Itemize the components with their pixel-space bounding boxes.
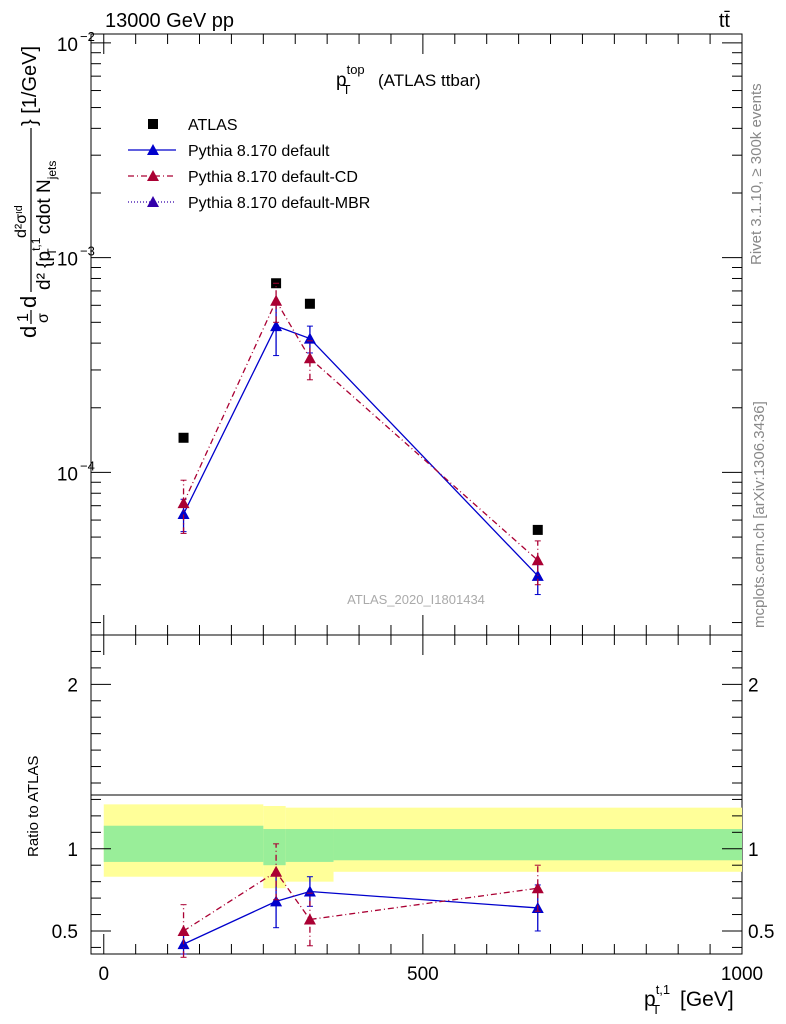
plot-title-suffix: (ATLAS ttbar) [378, 71, 481, 90]
legend-atlas-marker [148, 119, 158, 129]
main-y-tick-exponent-1: −3 [80, 244, 95, 259]
plot-title: ptop T [336, 62, 365, 97]
svg-text:} [1/GeV]: } [1/GeV] [19, 46, 41, 126]
pythia-8-170-default-cd-point-0 [177, 497, 190, 509]
x-axis-label: pt,1 T [644, 982, 670, 1017]
analysis-id: ATLAS_2020_I1801434 [347, 592, 485, 607]
mcplots-label: mcplots.cern.ch [arXiv:1306.3436] [751, 401, 768, 628]
plot-title-main: p [336, 70, 347, 91]
main-axis-ticks: 10−210−310−4 [57, 29, 743, 635]
main-y-tick-label-1: 10 [57, 250, 78, 271]
band-stat-bin-3 [333, 829, 742, 861]
pythia-8-170-default-point-0 [177, 508, 190, 520]
svg-text:d: d [16, 326, 41, 338]
svg-text:d: d [16, 296, 41, 308]
band-stat-bin-1 [263, 829, 286, 866]
legend-pythia-8-170-default-cd-label: Pythia 8.170 default-CD [188, 169, 358, 186]
band-stat-bin-0 [103, 825, 264, 862]
main-y-tick-label-2: 10 [57, 464, 78, 485]
ratio-y-tick-label-left-1: 1 [67, 840, 78, 861]
pythia-8-170-default-cd-point-2 [303, 913, 316, 925]
pythia-8-170-default-cd-point-1 [270, 294, 283, 306]
svg-text:d²σᶦᵈ: d²σᶦᵈ [13, 205, 30, 238]
pythia-8-170-default-point-2 [303, 885, 316, 897]
main-y-tick-exponent-2: −4 [80, 458, 95, 473]
ratio-y-tick-label-left-2: 2 [67, 675, 78, 696]
pythia-8-170-default-point-2 [303, 332, 316, 344]
pythia-8-170-default-cd-point-3 [531, 882, 544, 894]
ratio-axis-ticks: 0.5 0.5 1 1 2 2 0 500 1000 [52, 634, 774, 985]
main-y-tick-label-0: 10 [57, 35, 78, 56]
band-stat-bin-2 [285, 829, 334, 862]
legend-pythia-8-170-default-cd-marker [147, 170, 159, 181]
main-y-tick-exponent-0: −2 [80, 29, 95, 44]
pythia-8-170-default-cd-point-3 [531, 554, 544, 566]
atlas-point-3 [532, 524, 543, 535]
plot-title-sub: T [343, 82, 351, 97]
rivet-label: Rivet 3.1.10, ≥ 300k events [748, 83, 765, 265]
pythia-8-170-default-cd-point-0 [177, 924, 190, 936]
legend-pythia-8-170-default-label: Pythia 8.170 default [188, 143, 330, 160]
atlas-point-0 [178, 432, 189, 443]
atlas-point-2 [304, 298, 315, 309]
x-tick-label-0: 0 [98, 964, 109, 985]
plot-title-sup: top [347, 62, 365, 77]
pythia-8-170-default-cd-point-1 [270, 865, 283, 877]
ratio-series-layer [177, 843, 544, 958]
svg-text:d² {pt,1Tcdot Njets: d² {pt,1Tcdot Njets [29, 161, 59, 290]
pythia-8-170-default-point-1 [270, 895, 283, 907]
pythia-8-170-default-point-1 [270, 320, 283, 332]
energy-label: 13000 GeV pp [105, 10, 234, 32]
legend: ATLAS Pythia 8.170 default Pythia 8.170 de… [128, 117, 370, 212]
x-tick-label-1: 500 [407, 964, 439, 985]
ratio-y-tick-label-right-0: 0.5 [748, 922, 774, 943]
legend-pythia-8-170-default-mbr-label: Pythia 8.170 default-MBR [188, 195, 370, 212]
ratio-y-tick-label-left-0: 0.5 [52, 922, 78, 943]
legend-pythia-8-170-default-marker [147, 144, 159, 155]
svg-text:1: 1 [15, 313, 32, 322]
pythia-8-170-default-line [183, 890, 538, 945]
pythia-8-170-default-line [182, 325, 539, 577]
main-series-layer [177, 278, 544, 596]
ratio-uncertainty-bands [103, 804, 742, 889]
main-y-axis-label: d 1 σ d d²σᶦᵈ d² {pt,1Tcdot Njets } [1/G… [13, 46, 59, 338]
legend-atlas-label: ATLAS [188, 117, 238, 134]
pythia-8-170-default-cd-line [183, 870, 538, 932]
ratio-y-tick-label-right-1: 1 [748, 840, 759, 861]
process-label: tt̄ [719, 10, 731, 32]
x-tick-label-2: 1000 [721, 964, 763, 985]
pythia-8-170-default-cd-point-2 [303, 352, 316, 364]
legend-pythia-8-170-default-mbr-marker [147, 196, 159, 207]
svg-text:σ: σ [35, 313, 52, 323]
ratio-y-tick-label-right-2: 2 [748, 675, 759, 696]
x-axis-units: [GeV] [680, 988, 734, 1011]
ratio-y-axis-label: Ratio to ATLAS [25, 756, 42, 857]
